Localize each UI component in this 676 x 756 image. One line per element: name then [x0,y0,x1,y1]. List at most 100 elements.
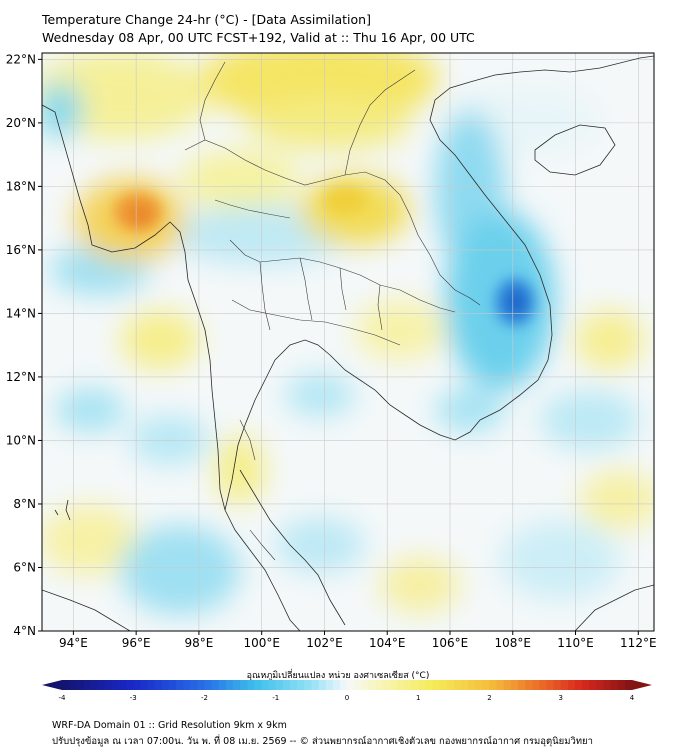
colorbar-cell [290,680,298,690]
colorbar-cell [176,680,184,690]
colorbar-cell [510,680,519,690]
colorbar-cell [147,680,156,690]
colorbar-cell [311,680,319,690]
lon-tick-label: 106°E [432,636,469,650]
lon-tick-label: 100°E [243,636,280,650]
colorbar-cell [62,680,70,690]
colorbar-min-arrow [42,680,62,690]
lat-tick-label: 12°N [6,370,36,384]
colorbar-cell [240,680,248,690]
colorbar-cell [525,680,533,690]
colorbar-cell [233,680,241,690]
colorbar-cell [453,680,462,690]
lat-tick-label: 16°N [6,243,36,257]
colorbar-cell [347,680,355,690]
colorbar-cell [183,680,191,690]
colorbar-cell [154,680,163,690]
colorbar-cell [404,680,412,690]
axis-ticks: 94°E 96°E 98°E 100°E 102°E 104°E 106°E 108°E 110… [6,52,657,650]
colorbar-cell [133,680,141,690]
colorbar-cell [475,680,483,690]
colorbar-cell [268,680,277,690]
lon-tick-label: 108°E [495,636,532,650]
colorbar-cell [418,680,426,690]
colorbar-tick-label: 0 [345,694,349,702]
lon-tick-label: 104°E [369,636,406,650]
colorbar-cell [518,680,526,690]
colorbar-cell [339,680,348,690]
colorbar-cell [432,680,441,690]
lon-tick-label: 112°E [620,636,657,650]
footer-credit: ปรับปรุงข้อมูล ณ เวลา 07:00น. วัน พ. ที่… [52,736,593,747]
colorbar-cell [297,680,305,690]
colorbar-cell [247,680,255,690]
colorbar-cell [318,680,327,690]
colorbar-cell [532,680,540,690]
colorbar-cell [325,680,334,690]
colorbar-cell [446,680,455,690]
colorbar-cell [411,680,419,690]
colorbar-cell [69,680,77,690]
colorbar-cell [489,680,498,690]
colorbar-tick-label: -1 [272,694,279,702]
colorbar-cell [204,680,213,690]
colorbar-cell [560,680,569,690]
colorbar-cell [354,680,362,690]
colorbar-cell [225,680,234,690]
colorbar-cell [425,680,433,690]
colorbar-cell [76,680,84,690]
lon-tick-label: 94°E [59,636,88,650]
colorbar-cell [546,680,555,690]
colorbar-tick-label: 2 [487,694,491,702]
colorbar-cell [617,680,626,690]
chart-subtitle: Wednesday 08 Apr, 00 UTC FCST+192, Valid… [42,30,475,45]
colorbar-cell [261,680,270,690]
colorbar-cell [90,680,99,690]
lon-tick-label: 110°E [557,636,594,650]
colorbar-cell [197,680,205,690]
footer-model-info: WRF-DA Domain 01 :: Grid Resolution 9km … [52,720,287,731]
temperature-change-map: 94°E 96°E 98°E 100°E 102°E 104°E 106°E 108°E 110… [6,52,657,650]
colorbar-cell [104,680,113,690]
colorbar-cell [382,680,391,690]
map-gridlines [42,53,654,631]
colorbar-cell [119,680,127,690]
map-frame [41,52,655,632]
national-borders [184,61,481,561]
colorbar-cell [461,680,469,690]
colorbar-cell [304,680,312,690]
colorbar-cell [575,680,583,690]
colorbar-cell [332,680,341,690]
lat-tick-label: 10°N [6,433,36,447]
colorbar-cell [168,680,177,690]
colorbar-cell [361,680,369,690]
lat-tick-label: 14°N [6,306,36,320]
colorbar-cell [439,680,448,690]
colorbar-label: อุณหภูมิเปลี่ยนแปลง หน่วย องศาเซลเซียส (… [246,671,430,681]
colorbar-cell [589,680,597,690]
lon-tick-label: 102°E [306,636,343,650]
colorbar-cell [482,680,490,690]
colorbar-cell [83,680,91,690]
colorbar-cell [582,680,590,690]
colorbar-cell [161,680,170,690]
lat-tick-label: 8°N [13,497,36,511]
colorbar-cell [610,680,619,690]
colorbar-tick-label: -4 [59,694,67,702]
colorbar-cell [396,680,405,690]
colorbar: -4 -3 -2 -1 0 1 2 3 4 [42,680,652,702]
colorbar-cell [111,680,120,690]
colorbar-cell [97,680,106,690]
colorbar-tick-label: 4 [630,694,635,702]
colorbar-cell [496,680,505,690]
colorbar-cell [389,680,398,690]
colorbar-cell [468,680,476,690]
colorbar-cell [275,680,284,690]
lat-tick-label: 4°N [13,624,36,638]
colorbar-tick-label: -2 [201,694,208,702]
colorbar-cell [126,680,134,690]
colorbar-cell [596,680,604,690]
colorbar-tick-label: -3 [130,694,137,702]
lat-tick-label: 6°N [13,560,36,574]
colorbar-cell [503,680,512,690]
